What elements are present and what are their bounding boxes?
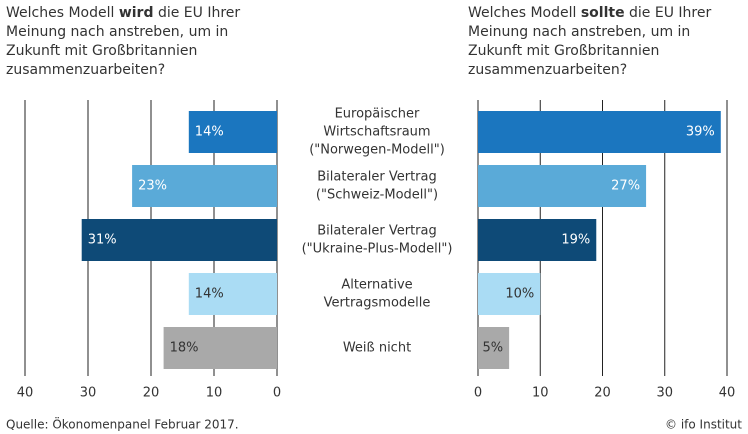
bar	[81, 219, 277, 261]
x-tick-label: 30	[80, 386, 97, 401]
x-tick-label: 40	[17, 386, 34, 401]
title-text: Welches Modell	[6, 5, 119, 21]
category-label: Alternative	[341, 278, 412, 293]
bar	[478, 111, 721, 153]
value-label: 18%	[170, 341, 199, 356]
value-label: 19%	[561, 233, 590, 248]
source: Quelle: Ökonomenpanel Februar 2017.	[6, 416, 239, 432]
title-text: die EU Ihrer Meinung nach anstreben, um …	[6, 5, 241, 78]
bar	[478, 273, 541, 315]
category-label: ("Norwegen-Modell")	[309, 143, 445, 158]
category-label: ("Ukraine-Plus-Modell")	[302, 242, 453, 257]
x-tick-label: 30	[656, 386, 673, 401]
bar	[163, 327, 277, 369]
x-tick-label: 20	[143, 386, 160, 401]
title-emphasis: sollte	[580, 5, 625, 21]
value-label: 39%	[686, 125, 715, 140]
value-label: 14%	[195, 287, 224, 302]
category-label: ("Schweiz-Modell")	[316, 188, 438, 203]
x-tick-label: 0	[273, 386, 281, 401]
x-tick-label: 0	[474, 386, 482, 401]
x-tick-label: 20	[594, 386, 611, 401]
bar	[188, 273, 277, 315]
x-tick-label: 10	[206, 386, 223, 401]
value-label: 14%	[195, 125, 224, 140]
title-text: die EU Ihrer Meinung nach anstreben, um …	[468, 5, 712, 78]
bar	[188, 111, 277, 153]
category-label: Bilateraler Vertrag	[317, 224, 437, 239]
bar	[478, 165, 647, 207]
bar	[478, 219, 597, 261]
bar	[132, 165, 277, 207]
value-label: 31%	[88, 233, 117, 248]
title-text: Welches Modell	[468, 5, 581, 21]
category-label: Wirtschaftsraum	[323, 125, 430, 140]
category-label: Weiß nicht	[343, 341, 411, 356]
category-label: Europäischer	[335, 107, 420, 122]
value-label: 27%	[611, 179, 640, 194]
chart-title: Welches Modell wird die EU Ihrer Meinung…	[6, 4, 268, 80]
x-tick-label: 40	[719, 386, 736, 401]
title-emphasis: wird	[118, 5, 154, 21]
bar	[478, 327, 510, 369]
chart-title: Welches Modell sollte die EU Ihrer Meinu…	[468, 4, 730, 80]
value-label: 5%	[483, 341, 504, 356]
value-label: 10%	[505, 287, 534, 302]
category-label: Bilateraler Vertrag	[317, 170, 437, 185]
category-label: Vertragsmodelle	[324, 296, 431, 311]
credit: © ifo Institut	[665, 418, 742, 432]
value-label: 23%	[138, 179, 167, 194]
x-tick-label: 10	[532, 386, 549, 401]
